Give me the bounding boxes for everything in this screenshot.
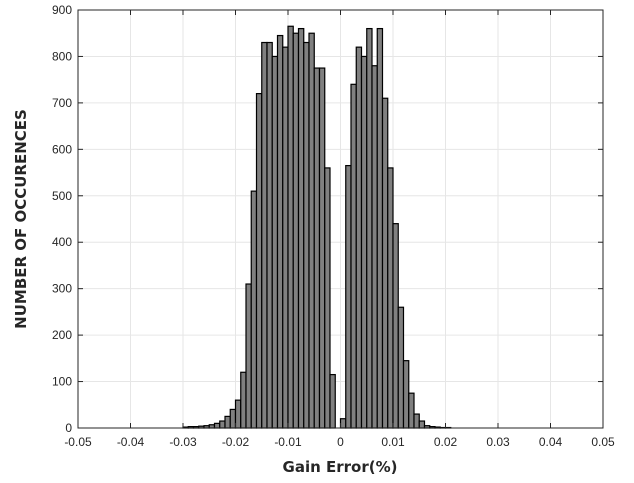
- histogram-bar: [308, 32, 315, 429]
- x-tick-label: -0.04: [117, 435, 145, 449]
- histogram-bar: [276, 34, 284, 429]
- histogram-bar: [261, 41, 268, 429]
- histogram-bar: [371, 65, 378, 429]
- histogram-bar: [303, 41, 310, 429]
- y-tick-label: 300: [52, 282, 72, 296]
- histogram-bar: [350, 83, 357, 429]
- tick-labels: -0.05 -0.04 -0.03 -0.02 -0.01 0 0.01 0.02 0.03 0.…: [52, 3, 615, 449]
- histogram-bar: [271, 55, 279, 429]
- histogram-bar: [229, 408, 237, 429]
- x-tick-label: -0.02: [222, 435, 250, 449]
- histogram-bar: [297, 27, 305, 429]
- histogram-bar: [402, 360, 410, 429]
- x-tick-label: -0.01: [274, 435, 302, 449]
- histogram-bars: [182, 25, 452, 429]
- histogram-bar: [360, 55, 368, 429]
- histogram-bar: [213, 422, 221, 429]
- histogram-bar: [397, 306, 405, 429]
- y-tick-label: 900: [52, 3, 72, 17]
- histogram-bar: [255, 92, 263, 429]
- histogram-bar: [240, 371, 247, 429]
- grid-lines: [77, 9, 604, 429]
- y-tick-label: 200: [52, 328, 72, 342]
- y-tick-label: 500: [52, 189, 72, 203]
- x-tick-label: 0: [337, 435, 344, 449]
- histogram-bar: [329, 373, 336, 429]
- y-tick-label: 0: [65, 421, 72, 435]
- y-axis-title: NUMBER OF OCCURENCES: [12, 109, 30, 329]
- y-tick-label: 400: [52, 235, 72, 249]
- histogram-bar: [376, 27, 384, 429]
- x-tick-label: -0.05: [64, 435, 92, 449]
- histogram-bar: [366, 27, 373, 429]
- histogram-bar: [392, 223, 399, 429]
- x-tick-label: 0.05: [591, 435, 615, 449]
- histogram-bar: [292, 32, 300, 429]
- histogram-bar: [387, 167, 394, 429]
- histogram-bar: [318, 67, 326, 429]
- histogram-bar: [408, 392, 415, 429]
- histogram-bar: [282, 46, 289, 429]
- x-tick-label: 0.02: [434, 435, 458, 449]
- histogram-bar: [355, 46, 363, 429]
- y-tick-label: 700: [52, 96, 72, 110]
- histogram-bar: [219, 420, 226, 429]
- axis-ticks: [77, 9, 604, 429]
- x-tick-label: 0.04: [539, 435, 563, 449]
- histogram-bar: [313, 67, 321, 429]
- x-tick-label: 0.03: [486, 435, 510, 449]
- y-tick-label: 800: [52, 49, 72, 63]
- histogram-bar: [250, 190, 258, 429]
- histogram-bar: [413, 413, 420, 429]
- histogram-bar: [381, 97, 389, 429]
- y-tick-label: 600: [52, 142, 72, 156]
- y-tick-label: 100: [52, 375, 72, 389]
- x-axis-title: Gain Error(%): [283, 458, 398, 476]
- histogram-bar: [339, 418, 347, 429]
- histogram-bar: [234, 399, 242, 429]
- x-tick-label: 0.01: [381, 435, 405, 449]
- x-tick-label: -0.03: [169, 435, 197, 449]
- histogram-bar: [324, 167, 331, 429]
- histogram-bar: [224, 415, 231, 429]
- histogram-bar: [266, 41, 273, 429]
- histogram-bar: [418, 420, 426, 429]
- histogram-bar: [287, 25, 294, 429]
- histogram-bar: [345, 164, 352, 429]
- histogram-bar: [245, 283, 252, 429]
